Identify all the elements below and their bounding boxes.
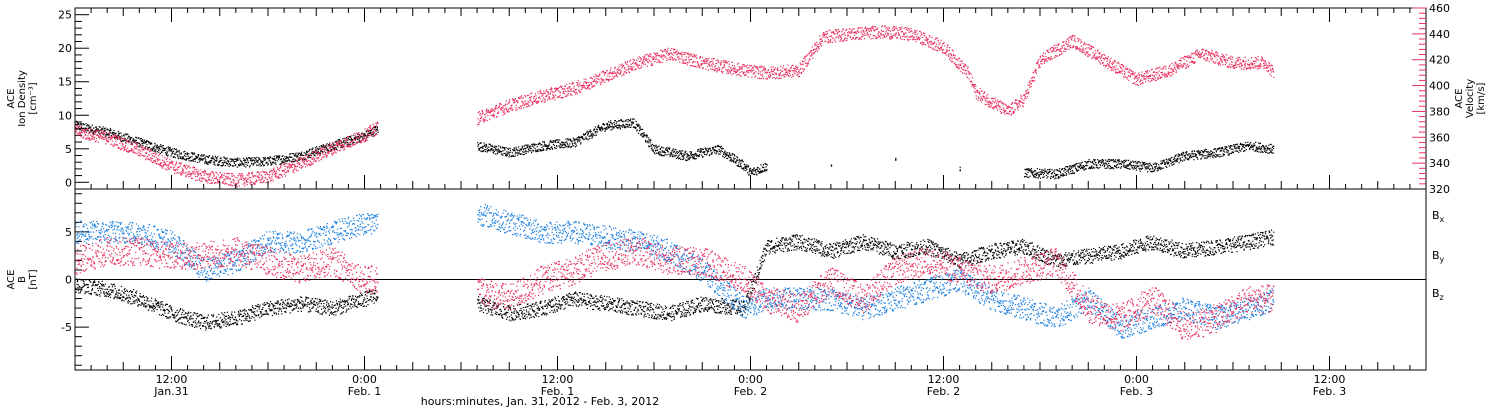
b-tick-label: 0 [65, 274, 72, 287]
velocity-points [75, 25, 1275, 188]
left-tick-label: 10 [58, 109, 72, 122]
left-tick-label: 5 [65, 143, 72, 156]
x-tick-time: 12:00 [1314, 373, 1346, 386]
ylabel-line: Velocity [1465, 79, 1476, 118]
ylabel-line: ACE [6, 89, 17, 109]
ylabel-line: [km/s] [1476, 82, 1487, 114]
x-tick-time: 0:00 [1124, 373, 1149, 386]
bx-points [75, 229, 1275, 331]
right-tick-label: 460 [1429, 2, 1450, 15]
x-tick-time: 12:00 [928, 373, 960, 386]
top-panel-frame [74, 7, 1427, 190]
ylabel-line: ACE [1454, 89, 1465, 109]
right-tick-label: 420 [1429, 54, 1450, 67]
ylabel-line: [cm⁻³] [28, 82, 39, 114]
legend-subscript: z [1440, 293, 1444, 302]
x-axis-label: hours:minutes, Jan. 31, 2012 - Feb. 3, 2… [421, 395, 660, 408]
left-tick-label: 15 [58, 76, 72, 89]
x-tick-time: 12:00 [156, 373, 188, 386]
right-tick-label: 360 [1429, 131, 1450, 144]
ylabel-line: [nT] [28, 269, 39, 289]
x-tick-date: Feb. 1 [541, 385, 574, 398]
top-left-ylabel: ACEIon Density[cm⁻³] [6, 70, 39, 127]
x-tick-date: Feb. 3 [1120, 385, 1153, 398]
legend-subscript: x [1440, 215, 1445, 224]
left-tick-label: 20 [58, 42, 72, 55]
x-tick-date: Feb. 3 [1313, 385, 1346, 398]
legend-by: By [1432, 249, 1445, 264]
top-panel-density-velocity: 0510152025320340360380400420440460ACEIon… [6, 2, 1487, 196]
b-tick-label: 5 [65, 226, 72, 239]
b-tick-label: -5 [61, 321, 72, 334]
legend-label: B [1432, 287, 1440, 300]
legend-label: B [1432, 249, 1440, 262]
right-tick-label: 400 [1429, 80, 1450, 93]
bz-points [75, 236, 1275, 340]
ylabel-line: ACE [6, 270, 17, 290]
legend-bx: Bx [1432, 209, 1445, 224]
x-tick-date: Feb. 2 [927, 385, 960, 398]
legend-label: B [1432, 209, 1440, 222]
x-tick-time: 0:00 [738, 373, 763, 386]
ylabel-line: B [17, 276, 28, 283]
left-tick-label: 0 [65, 176, 72, 189]
right-tick-label: 340 [1429, 157, 1450, 170]
top-right-ylabel: ACEVelocity[km/s] [1454, 79, 1487, 118]
bottom-ylabel: ACEB[nT] [6, 269, 39, 289]
x-tick-time: 12:00 [542, 373, 574, 386]
x-tick-time: 0:00 [352, 373, 377, 386]
legend-subscript: y [1440, 255, 1445, 264]
right-tick-label: 440 [1429, 28, 1450, 41]
by-points [75, 204, 1275, 339]
right-tick-label: 380 [1429, 105, 1450, 118]
ion-density-points [75, 118, 1275, 180]
right-tick-label: 320 [1429, 183, 1450, 196]
legend-bz: Bz [1432, 287, 1444, 302]
x-tick-date: Feb. 1 [348, 385, 381, 398]
left-tick-label: 25 [58, 9, 72, 22]
x-tick-date: Jan.31 [153, 385, 188, 398]
ylabel-line: Ion Density [17, 70, 28, 127]
x-tick-date: Feb. 2 [734, 385, 767, 398]
